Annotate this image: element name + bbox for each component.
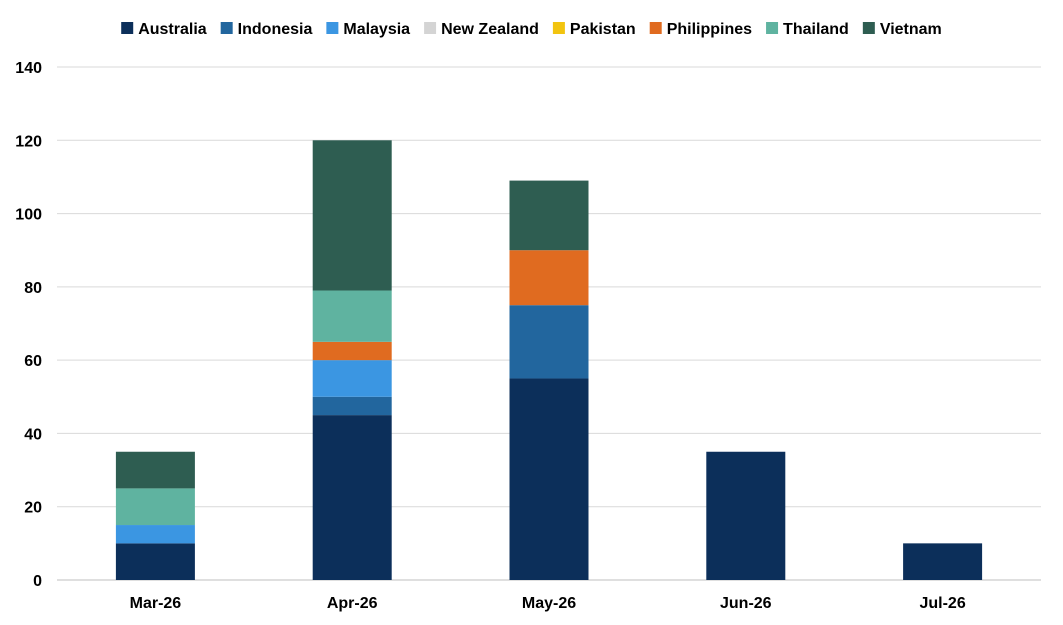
legend-label-thailand: Thailand [783, 21, 849, 38]
bar-apr-26-thailand [312, 290, 392, 342]
x-tick-label-jul-26: Jul-26 [919, 595, 965, 612]
legend-swatch-philippines [649, 22, 662, 34]
y-tick-label-80: 80 [24, 280, 42, 297]
y-tick-label-100: 100 [15, 207, 42, 224]
bar-apr-26-vietnam [312, 140, 392, 291]
legend-label-indonesia: Indonesia [238, 21, 313, 38]
legend-label-philippines: Philippines [667, 21, 752, 38]
y-tick-label-120: 120 [15, 133, 42, 150]
bar-apr-26-australia [312, 415, 392, 580]
y-tick-label-60: 60 [24, 353, 42, 370]
legend-swatch-malaysia [326, 22, 339, 34]
bar-mar-26-thailand [115, 488, 195, 526]
legend-swatch-australia [121, 22, 134, 34]
bar-may-26-philippines [509, 250, 589, 306]
y-tick-label-20: 20 [24, 500, 42, 517]
x-tick-label-mar-26: Mar-26 [130, 595, 182, 612]
bar-mar-26-australia [115, 543, 195, 580]
bar-jul-26-australia [903, 543, 983, 580]
bar-apr-26-malaysia [312, 360, 392, 397]
bar-may-26-vietnam [509, 180, 589, 251]
y-tick-label-40: 40 [24, 426, 42, 443]
legend-item-new-zealand: New Zealand [424, 21, 539, 38]
bar-apr-26-indonesia [312, 396, 392, 416]
legend-item-thailand: Thailand [766, 21, 849, 38]
legend-label-malaysia: Malaysia [343, 21, 410, 38]
legend-label-vietnam: Vietnam [880, 21, 942, 38]
bars [115, 140, 983, 580]
x-tick-label-apr-26: Apr-26 [327, 595, 378, 612]
legend: Australia Indonesia Malaysia New Zealand Pak… [121, 21, 942, 38]
x-tick-label-may-26: May-26 [522, 595, 576, 612]
legend-swatch-pakistan [552, 22, 565, 34]
x-tick-label-jun-26: Jun-26 [720, 595, 772, 612]
legend-swatch-thailand [766, 22, 779, 34]
legend-item-australia: Australia [121, 21, 207, 38]
legend-swatch-new-zealand [424, 22, 437, 34]
bar-mar-26-vietnam [115, 451, 195, 489]
bar-may-26-indonesia [509, 305, 589, 379]
legend-swatch-vietnam [862, 22, 875, 34]
y-axis: 0 20 40 60 80 100 120 140 [15, 60, 42, 590]
legend-item-philippines: Philippines [649, 21, 752, 38]
legend-item-pakistan: Pakistan [552, 21, 636, 38]
bar-may-26-australia [509, 378, 589, 580]
legend-swatch-indonesia [220, 22, 233, 34]
x-axis: Mar-26 Apr-26 May-26 Jun-26 Jul-26 [130, 595, 966, 612]
y-tick-label-0: 0 [33, 573, 42, 590]
legend-item-malaysia: Malaysia [326, 21, 410, 38]
legend-label-australia: Australia [138, 21, 207, 38]
bar-mar-26-malaysia [115, 525, 195, 544]
y-tick-label-140: 140 [15, 60, 42, 77]
legend-label-new-zealand: New Zealand [441, 21, 539, 38]
legend-item-vietnam: Vietnam [862, 21, 942, 38]
bar-jun-26-australia [706, 451, 786, 580]
bar-apr-26-philippines [312, 341, 392, 361]
legend-item-indonesia: Indonesia [220, 21, 313, 38]
legend-label-pakistan: Pakistan [570, 21, 636, 38]
